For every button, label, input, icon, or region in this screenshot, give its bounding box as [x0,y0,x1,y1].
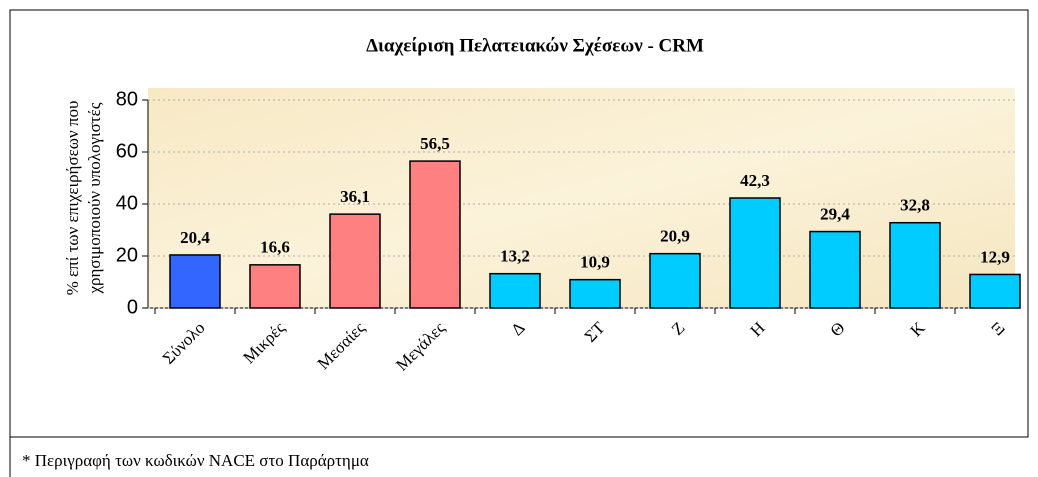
value-label: 13,2 [500,247,530,266]
bar [249,264,301,309]
y-tick-label: 0 [127,296,138,318]
value-label: 29,4 [820,204,850,223]
chart-title: Διαχείριση Πελατειακών Σχέσεων - CRM [366,35,704,56]
x-tick-label: Μεγάλες [392,318,449,375]
bar [569,278,621,309]
x-tick-label: Μεσαίες [314,318,369,373]
value-label: 20,4 [180,228,210,247]
bar [489,272,541,309]
bar [809,230,861,309]
y-tick-label: 40 [116,192,138,214]
frame [9,9,1029,477]
y-axis-label: χρησιμοποιούν υπολογιστές [85,102,104,294]
bar [329,213,381,309]
x-tick-label: Θ [826,318,848,340]
x-tick-label: Η [746,318,768,340]
x-tick-label: Κ [906,318,929,341]
x-tick-label: Σύνολο [159,318,209,368]
x-tick-label: Μικρές [239,318,288,367]
x-tick-label: Δ [507,318,528,339]
y-tick-label: 80 [116,88,138,110]
value-label: 20,9 [660,227,690,246]
bar [889,221,941,309]
x-tick-label: Ξ [987,318,1008,339]
value-label: 32,8 [900,196,930,215]
value-label: 36,1 [340,187,370,206]
bar [409,160,461,309]
x-tick-label: Ζ [668,318,689,339]
value-label: 10,9 [580,253,610,272]
value-label: 56,5 [420,134,450,153]
value-label: 12,9 [980,247,1010,266]
x-tick-label: ΣΤ [581,318,609,346]
bar [169,254,221,309]
bar [729,197,781,309]
footnote: * Περιγραφή των κωδικών NACE στο Παράρτη… [22,451,369,470]
y-axis-label: % επί των επιχειρήσεων που [63,101,82,296]
value-label: 16,6 [260,238,290,257]
y-tick-label: 60 [116,140,138,162]
bar [649,252,701,309]
value-label: 42,3 [740,171,770,190]
bar [969,273,1021,309]
y-tick-label: 20 [116,244,138,266]
